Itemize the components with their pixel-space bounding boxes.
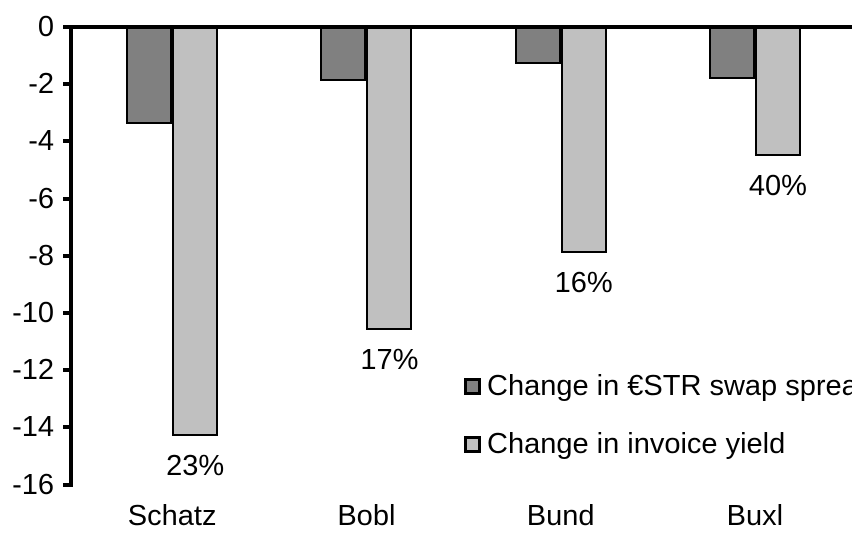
x-axis-category-label: Bund (526, 500, 595, 532)
x-axis-category-label: Buxl (726, 500, 784, 532)
bar-data-label: 23% (166, 450, 225, 483)
y-axis-tick-label: -4 (28, 125, 54, 158)
invoice-yield-series-marker-icon (464, 435, 481, 453)
y-axis-tick (63, 425, 73, 430)
y-axis-tick-label: -10 (12, 297, 54, 329)
y-axis-tick (63, 139, 73, 144)
y-axis-tick (63, 253, 73, 258)
y-axis-tick-label: 0 (37, 11, 54, 43)
bar-invoice-yield (560, 25, 607, 254)
bar-data-label: 16% (554, 267, 613, 300)
legend-item-label: Change in invoice yield (487, 427, 786, 460)
legend-item: Change in invoice yield (464, 428, 852, 460)
bar-swap-spread (514, 25, 561, 65)
y-axis-tick (63, 368, 73, 373)
legend-item: Change in €STR swap spread (464, 370, 852, 402)
bar-invoice-yield (366, 25, 413, 331)
y-axis-tick (63, 82, 73, 87)
y-axis-tick-label: -6 (28, 182, 54, 215)
y-axis-tick (63, 311, 73, 315)
bar-swap-spread (126, 25, 173, 125)
bar-invoice-yield (172, 25, 219, 437)
y-axis-tick-label: -2 (28, 68, 54, 101)
zero-line (63, 25, 852, 29)
legend: Change in €STR swap spread Change in inv… (464, 370, 852, 486)
y-axis-tick-label: -16 (12, 468, 54, 501)
bar-invoice-yield (754, 25, 801, 156)
y-axis-tick-label: -14 (12, 411, 54, 444)
bar-swap-spread (708, 25, 755, 79)
x-axis-category-label: Schatz (127, 500, 217, 532)
y-axis-tick (63, 482, 73, 487)
x-axis-category-label: Bobl (337, 500, 396, 532)
legend-item-label: Change in €STR swap spread (487, 369, 852, 402)
y-axis-line (69, 25, 73, 487)
bar-data-label: 17% (360, 344, 419, 377)
y-axis-tick (63, 196, 73, 201)
bar-data-label: 40% (748, 169, 807, 202)
y-axis-tick-label: -12 (12, 354, 54, 387)
y-axis-tick-label: -8 (28, 239, 54, 272)
swap-spread-series-marker-icon (464, 377, 481, 395)
bar-swap-spread (320, 25, 367, 82)
